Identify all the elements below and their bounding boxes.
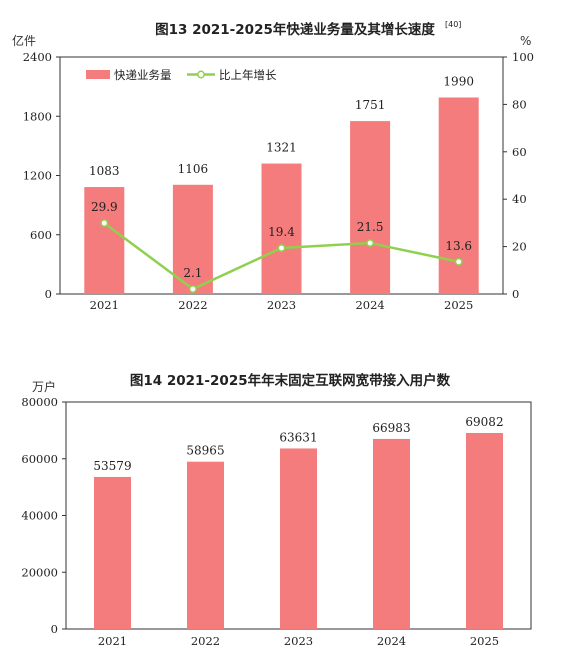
left-axis-tick-label: 1800 — [23, 109, 52, 123]
growth-rate-label: 19.4 — [268, 225, 295, 239]
left-axis-tick-label: 2400 — [23, 50, 52, 64]
chart-express-delivery: 图13 2021-2025年快递业务量及其增长速度 [40] 亿件 % 0600… — [12, 20, 534, 312]
chart2-title: 图14 2021-2025年年末固定互联网宽带接入用户数 — [130, 372, 451, 389]
bar-value-label: 66983 — [372, 421, 410, 435]
chart1-right-axis-unit: % — [520, 34, 531, 48]
right-axis-tick-label: 80 — [512, 97, 527, 111]
legend-bar-label: 快递业务量 — [114, 68, 172, 82]
x-axis-tick-label: 2023 — [284, 634, 313, 648]
bar-value-label: 1106 — [178, 162, 209, 176]
y-axis-tick-label: 20000 — [21, 565, 58, 579]
growth-rate-label: 29.9 — [91, 200, 118, 214]
legend-line-marker — [197, 70, 205, 79]
bar-broadband-users — [187, 461, 224, 629]
x-axis-tick-label: 2025 — [470, 634, 499, 648]
x-axis-tick-label: 2022 — [191, 634, 220, 648]
bar-broadband-users — [373, 438, 410, 629]
bar-express-volume — [172, 184, 213, 294]
growth-rate-label: 13.6 — [445, 239, 472, 253]
growth-rate-point — [188, 285, 197, 293]
chart2-axis-unit: 万户 — [32, 379, 56, 394]
y-axis-tick-label: 0 — [51, 622, 58, 636]
growth-rate-point — [100, 219, 109, 228]
chart-broadband-users: 图14 2021-2025年年末固定互联网宽带接入用户数 万户 0 20000 40… — [21, 372, 532, 648]
y-axis-tick-label: 80000 — [21, 395, 58, 409]
bar-broadband-users — [280, 448, 317, 629]
bar-broadband-users — [94, 476, 131, 629]
chart1-title-note: [40] — [445, 20, 461, 29]
x-axis-tick-label: 2021 — [90, 298, 119, 312]
left-axis-tick-label: 1200 — [23, 169, 52, 183]
bar-value-label: 1751 — [355, 98, 386, 112]
left-axis-tick-label: 0 — [45, 287, 52, 301]
bar-value-label: 1321 — [266, 141, 297, 155]
growth-rate-label: 21.5 — [357, 220, 384, 234]
x-axis-tick-label: 2024 — [355, 298, 384, 312]
bar-value-label: 53579 — [93, 459, 131, 473]
right-axis-tick-label: 40 — [512, 192, 527, 206]
legend-line-label: 比上年增长 — [219, 68, 277, 82]
right-axis-tick-label: 100 — [512, 50, 534, 64]
growth-rate-label: 2.1 — [183, 266, 202, 280]
right-axis-tick-label: 60 — [512, 145, 527, 159]
legend-bar-swatch — [86, 70, 110, 79]
bar-broadband-users — [466, 432, 503, 629]
x-axis-tick-label: 2022 — [178, 298, 207, 312]
bar-value-label: 58965 — [186, 444, 224, 458]
left-axis-tick-label: 600 — [30, 228, 52, 242]
right-axis-tick-label: 0 — [512, 287, 519, 301]
x-axis-tick-label: 2024 — [377, 634, 406, 648]
x-axis-tick-label: 2023 — [267, 298, 296, 312]
bar-value-label: 63631 — [279, 430, 317, 444]
bar-express-volume — [84, 187, 125, 294]
growth-rate-point — [454, 257, 463, 266]
bar-express-volume — [350, 121, 391, 295]
chart1-left-axis-unit: 亿件 — [12, 33, 36, 48]
growth-rate-point — [366, 239, 375, 247]
bar-value-label: 69082 — [465, 415, 503, 429]
right-axis-tick-label: 20 — [512, 240, 527, 254]
bar-value-label: 1990 — [443, 74, 474, 88]
growth-rate-point — [277, 244, 286, 252]
x-axis-tick-label: 2025 — [444, 298, 473, 312]
x-axis-tick-label: 2021 — [98, 634, 127, 648]
bar-express-volume — [261, 163, 302, 294]
chart1-title: 图13 2021-2025年快递业务量及其增长速度 — [155, 21, 435, 38]
chart1-legend: 快递业务量 比上年增长 — [86, 68, 277, 82]
y-axis-tick-label: 40000 — [21, 509, 58, 523]
y-axis-tick-label: 60000 — [21, 452, 58, 466]
bar-value-label: 1083 — [89, 164, 120, 178]
